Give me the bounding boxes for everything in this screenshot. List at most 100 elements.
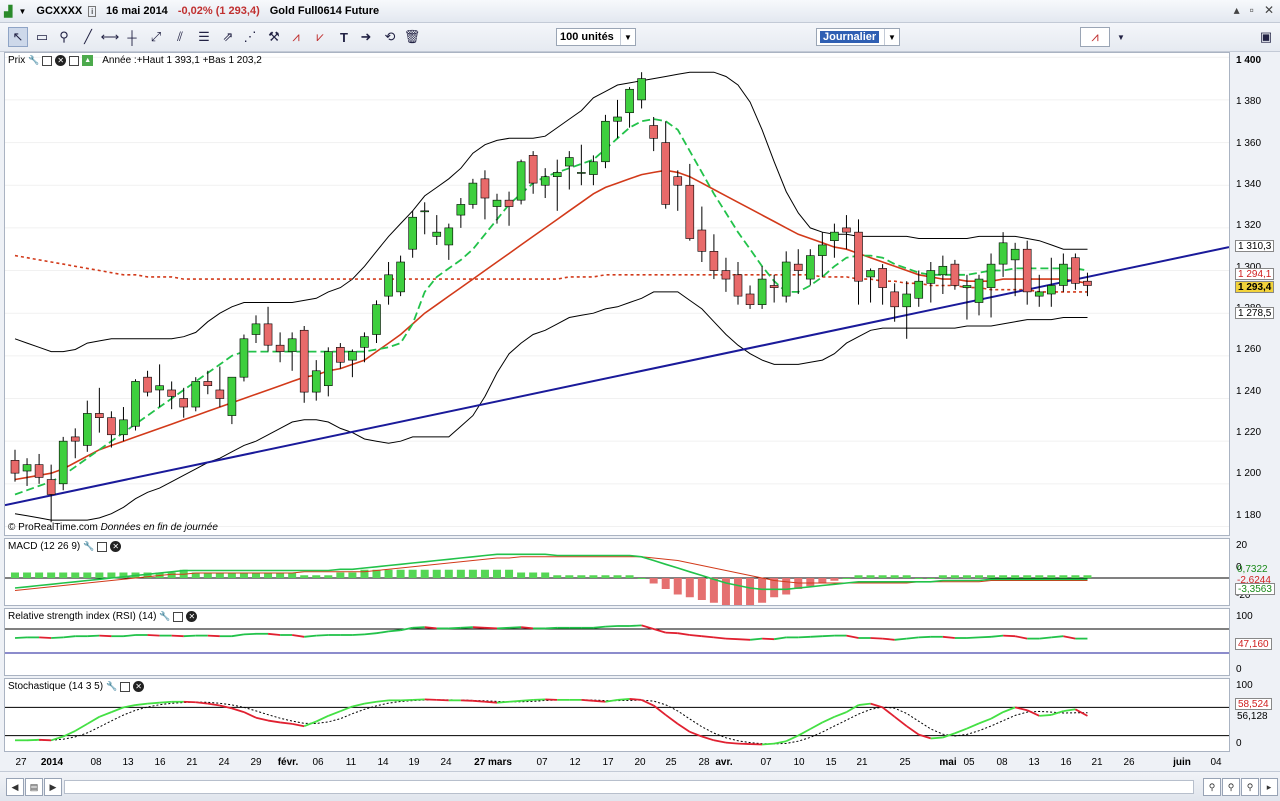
fast-forward-icon[interactable]: ▸ [1260,778,1278,796]
candle-body [59,441,67,484]
macd-histogram-bar [674,578,682,595]
wrench-icon[interactable]: 🔧 [28,55,39,66]
rsi-segment [871,638,883,639]
bottom-bar: ◀ ▤ ▶ ⚲ ⚲ ⚲ ▸ [0,771,1280,801]
hammer-icon[interactable]: ⚒ [264,27,284,47]
pattern-icon[interactable]: ⩗ [310,27,330,47]
stochastic-k-segment [834,712,846,717]
x-tick-label: 16 [1060,757,1072,768]
arrow-right-icon[interactable]: ➜ [356,27,376,47]
x-tick-label: 29 [250,757,262,768]
candle-body [119,420,127,435]
rsi-segment [413,627,425,628]
chevron-down-icon[interactable]: ▼ [18,7,26,16]
arrow-up-icon[interactable]: ▲ [82,55,93,66]
candle-body [505,200,513,206]
stochastic-k-segment [509,701,521,702]
restore-icon[interactable]: ▫ [1250,3,1254,17]
rsi-segment [123,635,135,636]
lasso-icon[interactable]: ⟲ [380,27,400,47]
x-tick-label: 24 [218,757,230,768]
trend-line-icon[interactable]: ⤢ [146,27,166,47]
zoom-out-icon[interactable]: ⚲ [1203,778,1221,796]
candle-body [698,230,706,251]
scroll-left-icon[interactable]: ◀ [6,778,24,796]
window-icon[interactable] [69,56,79,66]
stochastic-k-segment [497,702,509,703]
x-tick-label: 08 [996,757,1008,768]
window-icon[interactable] [173,612,183,622]
window-icon[interactable] [42,56,52,66]
rsi-segment [714,637,726,638]
macd-histogram-bar [1047,575,1055,578]
macd-histogram-bar [23,573,31,579]
indicator-icon[interactable]: ⩘ [1080,27,1110,47]
units-select[interactable]: 100 unités ▼ [556,28,636,46]
stochastic-k-segment [967,723,979,728]
rsi-segment [762,639,774,640]
ruler-icon[interactable]: ▭ [32,27,52,47]
text-icon[interactable]: T [334,27,354,47]
candle-body [987,264,995,287]
zoom-reset-icon[interactable]: ⚲ [1222,778,1240,796]
arrow-icon[interactable]: ⇗ [218,27,238,47]
chevron-down-icon[interactable]: ▼ [1111,27,1131,47]
rsi-panel[interactable]: Relative strength index (RSI) (14) 🔧 ✕ [4,608,1230,676]
window-icon[interactable] [120,682,130,692]
stochastic-panel[interactable]: Stochastique (14 3 5) 🔧 ✕ [4,678,1230,752]
window-icon[interactable] [97,542,107,552]
zoom-icon[interactable]: ⚲ [54,27,74,47]
vertical-line-icon[interactable]: ┼ [122,27,142,47]
macd-histogram-bar [806,578,814,586]
wrench-icon[interactable]: 🔧 [159,611,170,622]
macd-histogram-bar [35,573,43,579]
pan-icon[interactable]: ▤ [25,778,43,796]
macd-histogram-bar [1083,575,1091,578]
minimize-icon[interactable]: ▴ [1234,3,1240,17]
candle-body [975,279,983,302]
rsi-segment [642,625,654,629]
candle-body [565,158,573,167]
macd-histogram-bar [842,578,850,579]
zoom-in-icon[interactable]: ⚲ [1241,778,1259,796]
scroll-right-icon[interactable]: ▶ [44,778,62,796]
stochastic-k-segment [377,700,389,701]
trash-icon[interactable]: 🗑 [402,27,422,47]
close-icon[interactable]: ✕ [55,55,66,66]
horizontal-line-icon[interactable]: ⟷ [100,27,120,47]
fan-icon[interactable]: ⋰ [240,27,260,47]
period-select-value: Journalier [820,31,879,43]
channel-icon[interactable]: ⫽ [170,27,190,47]
period-select[interactable]: Journalier ▼ [816,28,900,46]
zigzag-icon[interactable]: ⩘ [286,27,306,47]
candle-body [1023,249,1031,292]
macd-histogram-bar [782,578,790,595]
candle-body [433,232,441,236]
chevron-down-icon: ▼ [620,29,635,45]
close-icon[interactable]: ✕ [133,681,144,692]
info-icon[interactable]: i [88,6,96,17]
candle-body [722,271,730,280]
macd-histogram-bar [987,575,995,578]
pointer-icon[interactable]: ↖ [8,27,28,47]
window-icon[interactable]: ▣ [1256,27,1276,47]
price-panel[interactable]: Prix 🔧 ✕ ▲ Année :+Haut 1 393,1 +Bas 1 2… [4,52,1230,536]
x-tick-label: 14 [377,757,389,768]
close-icon[interactable]: ✕ [186,611,197,622]
time-scrollbar[interactable] [64,780,1194,794]
x-tick-label: 25 [899,757,911,768]
fibonacci-icon[interactable]: ☰ [194,27,214,47]
x-tick-label: 04 [1210,757,1222,768]
x-tick-label: 24 [440,757,452,768]
stochastic-k-segment [883,707,895,716]
wrench-icon[interactable]: 🔧 [83,541,94,552]
line-icon[interactable]: ╱ [78,27,98,47]
close-icon[interactable]: ✕ [110,541,121,552]
macd-histogram-bar [83,573,91,579]
close-icon[interactable]: ✕ [1264,3,1274,17]
rsi-segment [1051,636,1063,637]
macd-panel[interactable]: MACD (12 26 9) 🔧 ✕ [4,538,1230,606]
wrench-icon[interactable]: 🔧 [106,681,117,692]
macd-histogram-bar [638,578,646,579]
bollinger-lower-tag: 1 278,5 [1235,307,1274,319]
